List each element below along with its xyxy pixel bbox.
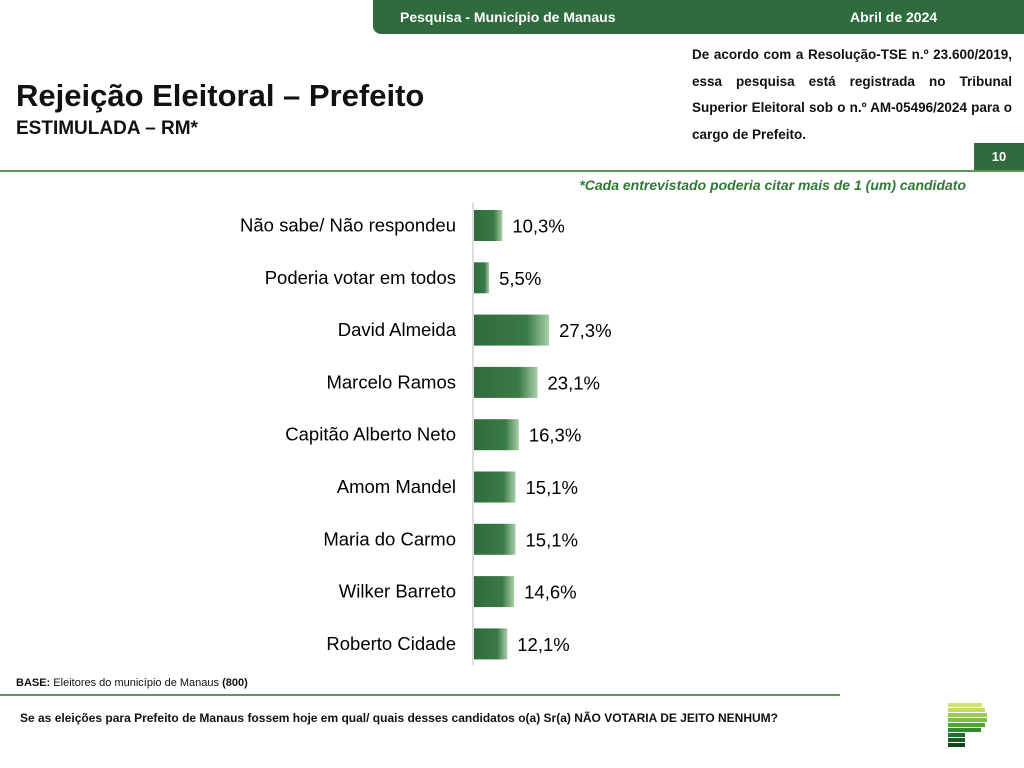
- registration-text: De acordo com a Resolução-TSE n.º 23.600…: [692, 47, 1012, 142]
- survey-question: Se as eleições para Prefeito de Manaus f…: [20, 711, 778, 725]
- page-subtitle: ESTIMULADA – RM*: [16, 118, 198, 139]
- category-label: Roberto Cidade: [326, 633, 456, 654]
- base-text: Eleitores do município de Manaus: [53, 677, 220, 689]
- page-title: Rejeição Eleitoral – Prefeito: [16, 78, 425, 113]
- base-count: (800): [222, 677, 248, 689]
- bar-chart: Não sabe/ Não respondeu 10,3% Poderia vota…: [240, 203, 612, 665]
- value-label: 15,1%: [526, 477, 578, 498]
- value-label: 12,1%: [517, 634, 569, 655]
- header-bar: Pesquisa - Município de Manaus Abril de …: [373, 0, 1024, 34]
- value-label: 5,5%: [499, 268, 541, 289]
- divider: [0, 694, 840, 696]
- bar: [474, 419, 519, 451]
- page-number: 10: [974, 143, 1024, 170]
- value-label: 10,3%: [512, 216, 564, 237]
- bar: [474, 366, 538, 398]
- value-label: 15,1%: [526, 529, 578, 550]
- bar: [474, 628, 508, 660]
- value-label: 14,6%: [524, 582, 576, 603]
- base-note: BASE: Eleitores do município de Manaus (…: [16, 677, 248, 689]
- category-label: Amom Mandel: [337, 476, 456, 497]
- value-label: 16,3%: [529, 425, 581, 446]
- survey-date: Abril de 2024: [850, 9, 938, 25]
- chart-note: *Cada entrevistado poderia citar mais de…: [579, 177, 966, 193]
- base-label: BASE:: [16, 677, 51, 689]
- bar: [474, 523, 516, 555]
- bar: [474, 576, 515, 608]
- category-label: Poderia votar em todos: [265, 267, 456, 288]
- bar: [474, 314, 550, 346]
- brand-logo-icon: [948, 703, 990, 751]
- bar: [474, 210, 503, 241]
- category-label: Wilker Barreto: [339, 581, 456, 602]
- category-label: Não sabe/ Não respondeu: [240, 215, 456, 236]
- bar: [474, 471, 516, 503]
- category-label: Marcelo Ramos: [326, 371, 456, 392]
- value-label: 27,3%: [559, 320, 611, 341]
- bar: [474, 262, 490, 294]
- divider: [0, 170, 1024, 172]
- category-label: Maria do Carmo: [323, 528, 456, 549]
- value-label: 23,1%: [548, 372, 600, 393]
- category-label: David Almeida: [338, 319, 457, 340]
- survey-name: Pesquisa - Município de Manaus: [400, 9, 616, 25]
- category-label: Capitão Alberto Neto: [285, 424, 456, 445]
